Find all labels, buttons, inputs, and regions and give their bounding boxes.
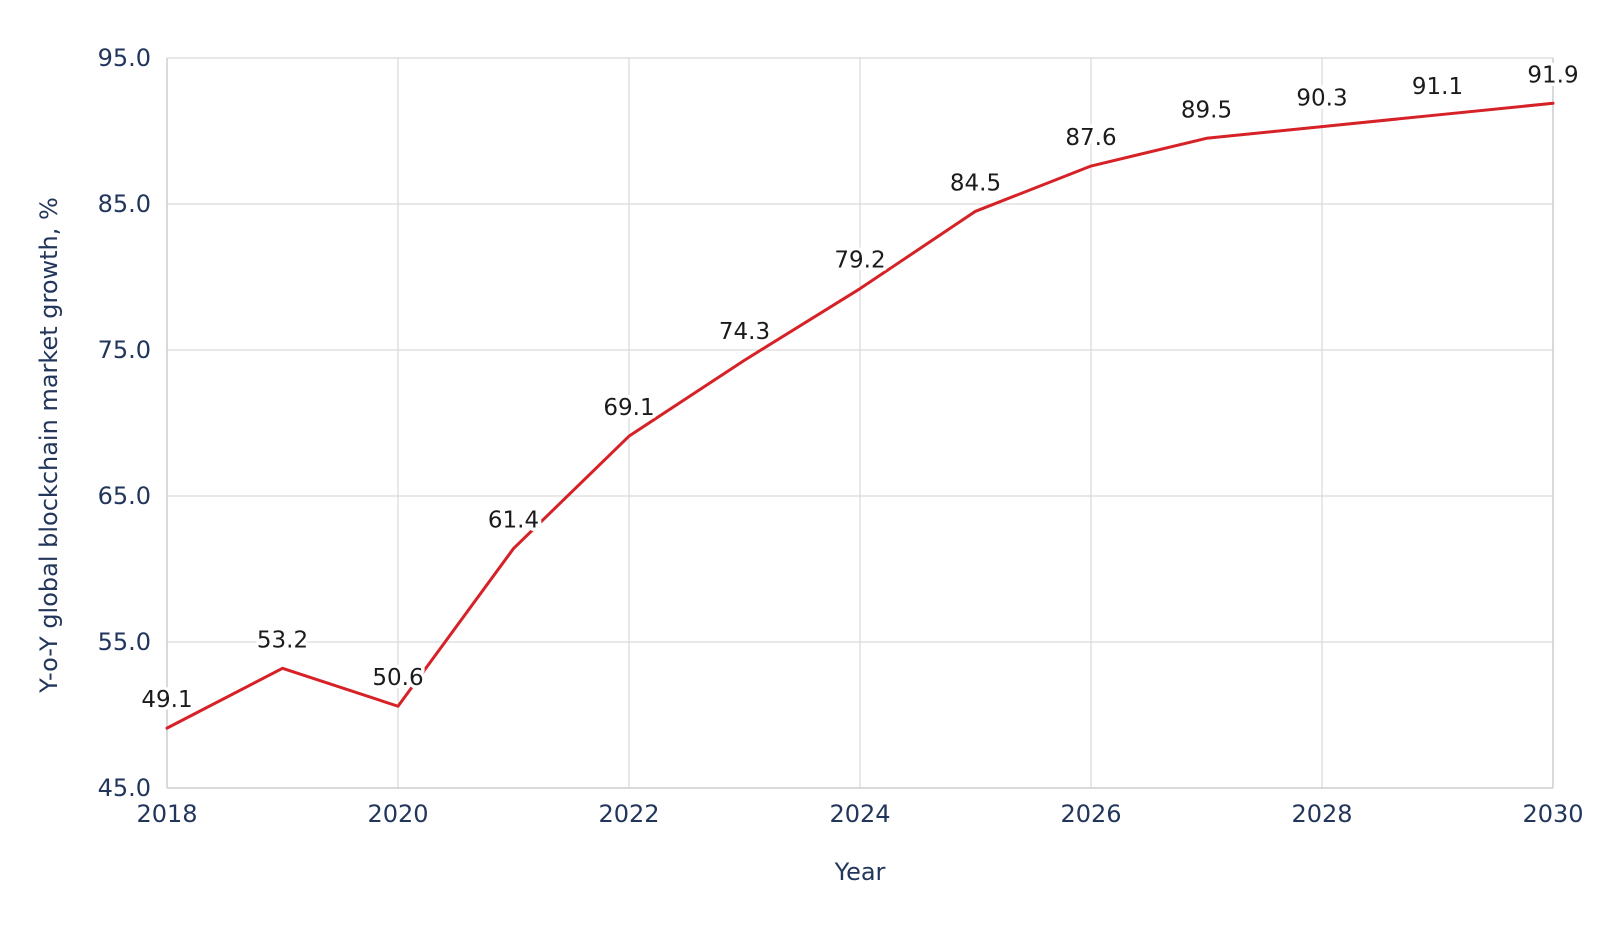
x-tick-label: 2026	[1060, 800, 1121, 828]
y-tick-label: 95.0	[98, 44, 151, 72]
growth-line-series	[165, 101, 1555, 730]
x-tick-label: 2028	[1291, 800, 1352, 828]
data-series-layer	[165, 101, 1555, 730]
data-point-labels-layer: 49.1 53.2 50.6 61.4 69.1 74.3 79.2 84.5 87.6 89.5…	[138, 59, 1582, 717]
data-point-label: 84.5	[950, 170, 1001, 196]
data-point-label: 90.3	[1296, 86, 1347, 112]
x-tick-label: 2022	[598, 800, 659, 828]
data-point-label: 53.2	[257, 627, 308, 653]
x-tick-label: 2024	[829, 800, 890, 828]
data-point-label: 91.9	[1527, 62, 1578, 88]
y-tick-label: 85.0	[98, 190, 151, 218]
x-axis-title: Year	[834, 858, 886, 886]
data-point-label: 91.1	[1412, 74, 1463, 100]
y-tick-label: 75.0	[98, 336, 151, 364]
data-point-label: 69.1	[603, 395, 654, 421]
x-tick-label: 2020	[367, 800, 428, 828]
y-tick-label: 65.0	[98, 482, 151, 510]
data-point-label: 87.6	[1065, 125, 1116, 151]
data-point-label: 79.2	[834, 248, 885, 274]
x-axis-tick-labels: 2018 2020 2022 2024 2026 2028 2030	[136, 800, 1583, 828]
data-point-label: 89.5	[1181, 97, 1232, 123]
data-point-label: 50.6	[372, 665, 423, 691]
y-axis-title: Y-o-Y global blockchain market growth, %	[35, 197, 63, 694]
data-point-label: 49.1	[141, 687, 192, 713]
y-axis-tick-labels: 45.0 55.0 65.0 75.0 85.0 95.0	[98, 44, 151, 802]
data-point-label: 74.3	[719, 319, 770, 345]
y-tick-label: 55.0	[98, 628, 151, 656]
plot-border-layer	[166, 58, 1554, 789]
data-point-label: 61.4	[488, 508, 539, 534]
x-tick-label: 2030	[1522, 800, 1583, 828]
y-tick-label: 45.0	[98, 774, 151, 802]
x-tick-label: 2018	[136, 800, 197, 828]
